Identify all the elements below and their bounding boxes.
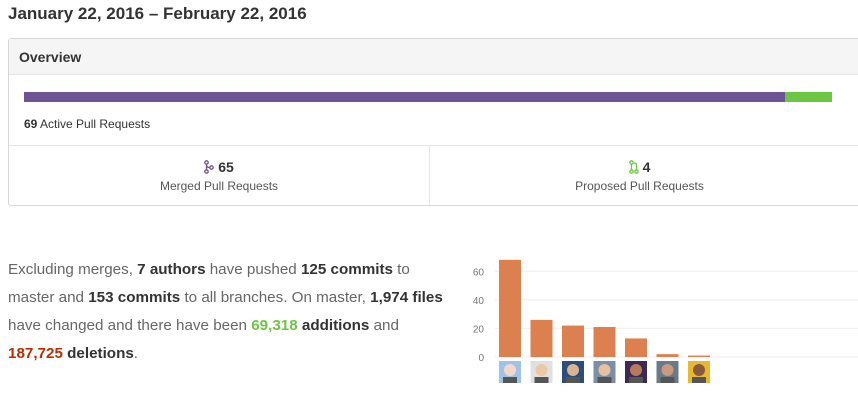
avatar-shoulders bbox=[660, 377, 675, 383]
additions-count: 69,318 bbox=[251, 317, 298, 334]
avatar-face bbox=[567, 364, 579, 376]
active-count: 69 bbox=[24, 117, 38, 131]
avatar-shoulders bbox=[629, 377, 643, 383]
bar[interactable] bbox=[688, 355, 710, 357]
master-commits-count: 125 commits bbox=[300, 261, 393, 278]
proposed-progress-segment bbox=[785, 92, 832, 102]
proposed-count: 4 bbox=[642, 159, 651, 175]
bar[interactable] bbox=[593, 327, 616, 357]
avatar-shoulders bbox=[597, 377, 612, 383]
proposed-label: Proposed Pull Requests bbox=[575, 179, 704, 193]
bar[interactable] bbox=[625, 338, 647, 357]
bar[interactable] bbox=[656, 354, 679, 357]
git-merge-icon bbox=[204, 160, 215, 174]
files-changed-count: 1,974 files bbox=[370, 289, 443, 306]
summary-text-2: have pushed bbox=[205, 261, 301, 278]
overview-panel: Overview 69 Active Pull Requests 65 Merg… bbox=[8, 38, 858, 207]
bar[interactable] bbox=[562, 325, 584, 357]
summary-text-1: Excluding merges, bbox=[8, 261, 138, 278]
overview-header: Overview bbox=[9, 39, 858, 75]
merged-progress-segment bbox=[24, 92, 785, 102]
avatar-shoulders bbox=[503, 377, 517, 383]
deletions-count: 187,725 bbox=[8, 345, 63, 362]
commits-by-author-chart: 0 20 40 60 bbox=[473, 259, 858, 383]
avatar-face bbox=[661, 364, 674, 376]
merged-pull-requests-stat[interactable]: 65 Merged Pull Requests bbox=[9, 146, 429, 207]
bar[interactable] bbox=[499, 259, 521, 357]
summary-text-4: to all branches. On master, bbox=[180, 289, 371, 306]
additions-label: additions bbox=[297, 317, 370, 334]
avatar-face bbox=[535, 364, 548, 376]
summary-text-7: . bbox=[133, 345, 139, 362]
avatar-shoulders bbox=[566, 377, 580, 383]
all-branches-commits-count: 153 commits bbox=[88, 289, 181, 306]
summary-text-5: have changed and there have been bbox=[8, 317, 252, 334]
merged-count: 65 bbox=[218, 159, 234, 175]
deletions-label: deletions bbox=[62, 345, 134, 362]
authors-count: 7 authors bbox=[137, 261, 206, 278]
y-tick-label: 60 bbox=[473, 267, 485, 278]
summary-text-6: and bbox=[369, 317, 399, 334]
y-tick-label: 20 bbox=[473, 324, 485, 335]
avatar-shoulders bbox=[534, 377, 549, 383]
avatar-face bbox=[504, 364, 516, 376]
proposed-pull-requests-stat[interactable]: 4 Proposed Pull Requests bbox=[429, 146, 849, 207]
merged-label: Merged Pull Requests bbox=[159, 179, 279, 193]
pull-request-progress-bar bbox=[24, 92, 832, 102]
avatar-shoulders bbox=[692, 377, 706, 383]
pull-request-stats: 65 Merged Pull Requests 4 Proposed Pull … bbox=[9, 145, 858, 207]
y-tick-label: 0 bbox=[478, 353, 484, 364]
avatar-face bbox=[693, 364, 705, 376]
active-pull-requests[interactable]: 69 Active Pull Requests bbox=[24, 117, 150, 131]
git-pull-request-icon bbox=[628, 160, 639, 174]
avatar-face bbox=[598, 364, 611, 376]
summary-text-3: to master and bbox=[8, 261, 410, 306]
commit-summary: Excluding merges, 7 authors have pushed … bbox=[8, 256, 448, 368]
date-range-title: January 22, 2016 – February 22, 2016 bbox=[8, 4, 307, 23]
avatar-face bbox=[630, 364, 642, 376]
y-tick-label: 40 bbox=[473, 296, 485, 307]
active-label: Active Pull Requests bbox=[40, 117, 151, 131]
bar[interactable] bbox=[530, 319, 553, 357]
